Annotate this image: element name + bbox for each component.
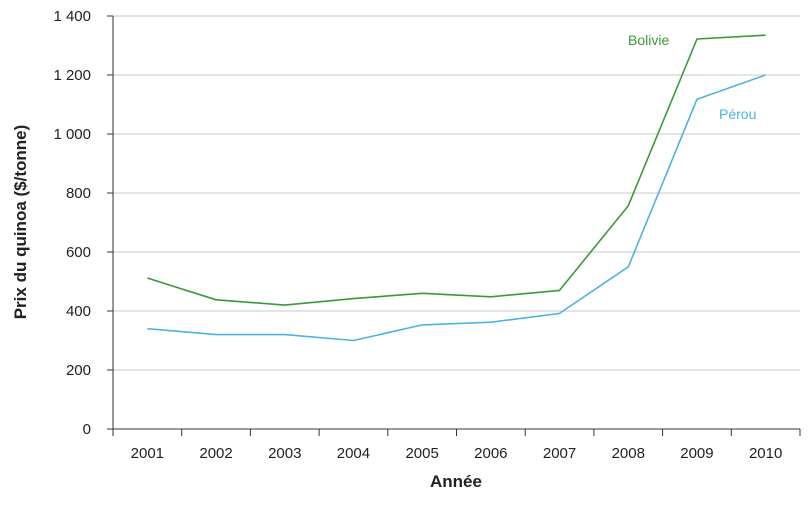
x-tick-label: 2006 — [474, 445, 507, 462]
x-tick-label: 2009 — [680, 445, 713, 462]
y-tick-label: 800 — [66, 185, 91, 202]
x-tick-label: 2005 — [405, 445, 438, 462]
x-tick-label: 2002 — [199, 445, 232, 462]
series-lines — [147, 34, 766, 342]
series-line-1 — [147, 74, 766, 342]
axes — [112, 16, 800, 430]
grid-lines — [113, 15, 800, 371]
y-tick-labels: 0 200 400 600 800 1 000 1 200 1 400 — [53, 8, 113, 438]
y-tick-label: 600 — [66, 244, 91, 261]
x-tick-label: 2010 — [749, 445, 782, 462]
y-tick-label: 200 — [66, 362, 91, 379]
x-tick-label: 2007 — [543, 445, 576, 462]
series-label-perou: Pérou — [719, 106, 756, 122]
y-tick-label: 1 000 — [53, 126, 91, 143]
x-tick-label: 2008 — [612, 445, 645, 462]
y-tick-label: 400 — [66, 303, 91, 320]
y-axis-title: Prix du quinoa ($/tonne) — [11, 125, 30, 320]
series-label-bolivie: Bolivie — [628, 32, 669, 48]
x-axis-title: Année — [430, 472, 482, 491]
y-tick-label: 1 400 — [53, 8, 91, 25]
x-tick-label: 2004 — [337, 445, 370, 462]
x-tick-label: 2001 — [131, 445, 164, 462]
series-line-0 — [147, 34, 766, 306]
y-tick-label: 0 — [83, 421, 91, 438]
y-tick-label: 1 200 — [53, 67, 91, 84]
x-tick-label: 2003 — [268, 445, 301, 462]
series-labels: Bolivie Pérou — [628, 32, 756, 122]
x-tick-labels: 2001 2002 2003 2004 2005 2006 2007 2008 2009 2010 — [112, 429, 801, 462]
